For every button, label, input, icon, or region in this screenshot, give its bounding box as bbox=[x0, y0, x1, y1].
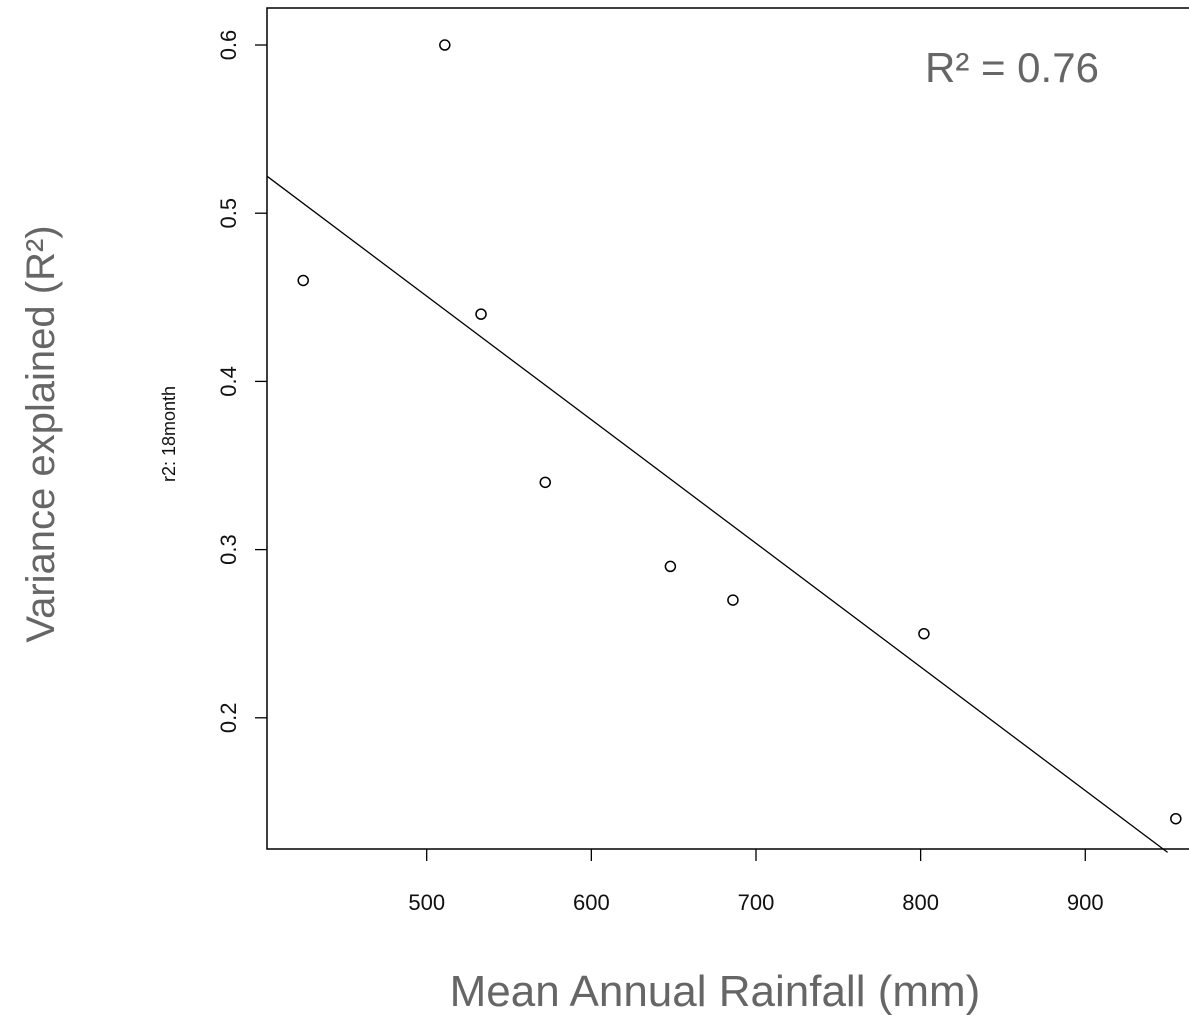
y-tick-label: 0.4 bbox=[216, 366, 241, 397]
data-point bbox=[918, 627, 930, 640]
data-point bbox=[297, 274, 309, 287]
x-tick-label: 600 bbox=[573, 890, 610, 915]
regression-line bbox=[266, 175, 1168, 853]
x-tick-label: 800 bbox=[902, 890, 939, 915]
y-axis-title: Variance explained (R²) bbox=[19, 225, 63, 642]
data-point bbox=[727, 594, 739, 606]
data-point bbox=[539, 476, 551, 489]
x-tick-label: 900 bbox=[1067, 890, 1104, 915]
x-tick-label: 700 bbox=[738, 890, 775, 915]
y-axis-inner-label: r2: 18month bbox=[159, 386, 179, 482]
x-axis: 500 600 700 800 900 bbox=[408, 849, 1104, 915]
plot-border bbox=[266, 7, 1189, 850]
x-axis-title: Mean Annual Rainfall (mm) bbox=[450, 967, 981, 1015]
x-tick-label: 500 bbox=[408, 890, 445, 915]
data-point bbox=[664, 560, 677, 573]
r-squared-annotation: R² = 0.76 bbox=[925, 44, 1099, 91]
data-point bbox=[439, 39, 451, 51]
y-tick-label: 0.3 bbox=[216, 534, 241, 565]
y-axis: 0.2 0.3 0.4 0.5 0.6 bbox=[216, 30, 267, 733]
fit-line-layer bbox=[266, 175, 1168, 853]
plot-frame bbox=[266, 7, 1189, 850]
y-tick-label: 0.2 bbox=[216, 703, 241, 734]
y-tick-label: 0.5 bbox=[216, 198, 241, 229]
data-points bbox=[297, 39, 1182, 825]
y-tick-label: 0.6 bbox=[216, 30, 241, 61]
data-point bbox=[475, 308, 487, 320]
data-point bbox=[1170, 812, 1182, 825]
